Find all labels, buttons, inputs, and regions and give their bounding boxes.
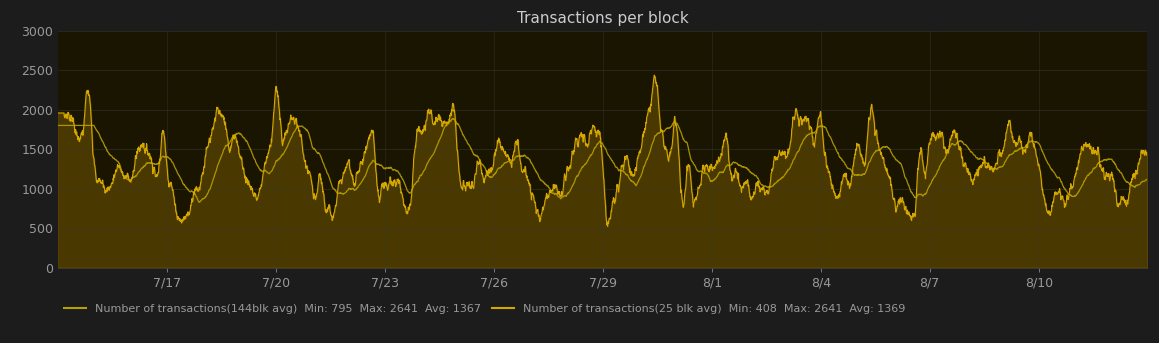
Title: Transactions per block: Transactions per block	[517, 11, 688, 25]
Legend: Number of transactions(144blk avg)  Min: 795  Max: 2641  Avg: 1367, Number of tr: Number of transactions(144blk avg) Min: …	[64, 304, 905, 314]
